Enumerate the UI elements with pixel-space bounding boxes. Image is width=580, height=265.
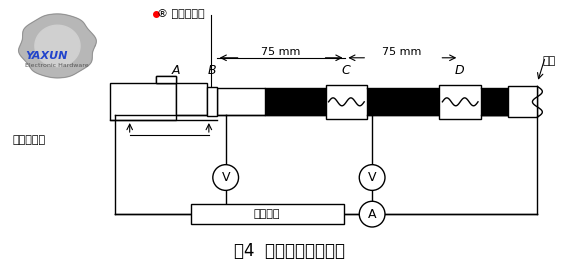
Circle shape [359,201,385,227]
Bar [191,204,345,224]
Text: 75 mm: 75 mm [382,47,422,57]
Bar [508,86,538,117]
Text: 75 mm: 75 mm [262,47,301,57]
Text: D: D [454,64,464,77]
Polygon shape [19,14,96,78]
Bar [110,82,176,120]
Text: 图4  电压降测量示意图: 图4 电压降测量示意图 [234,242,346,260]
Circle shape [359,165,385,190]
Text: A: A [172,64,180,77]
Bar [481,89,508,115]
Text: 导体压接区: 导体压接区 [13,135,46,145]
Text: B: B [208,64,216,77]
Bar [157,76,176,82]
Text: V: V [368,171,376,184]
Bar [265,89,325,115]
Bar [440,85,481,119]
Bar [157,76,176,82]
Text: A: A [368,208,376,221]
Text: Electronic Hardware: Electronic Hardware [25,63,88,68]
Polygon shape [35,25,80,67]
Text: ® 温度测量点: ® 温度测量点 [157,9,205,19]
Bar [207,87,217,116]
Text: C: C [341,64,350,77]
Circle shape [213,165,238,190]
Text: V: V [222,171,230,184]
Bar [217,89,265,115]
Text: YAXUN: YAXUN [25,51,67,61]
Bar [176,82,207,115]
Bar [367,89,440,115]
Text: 电线: 电线 [542,56,556,66]
Bar [325,85,367,119]
Text: 恒流电源: 恒流电源 [254,209,281,219]
